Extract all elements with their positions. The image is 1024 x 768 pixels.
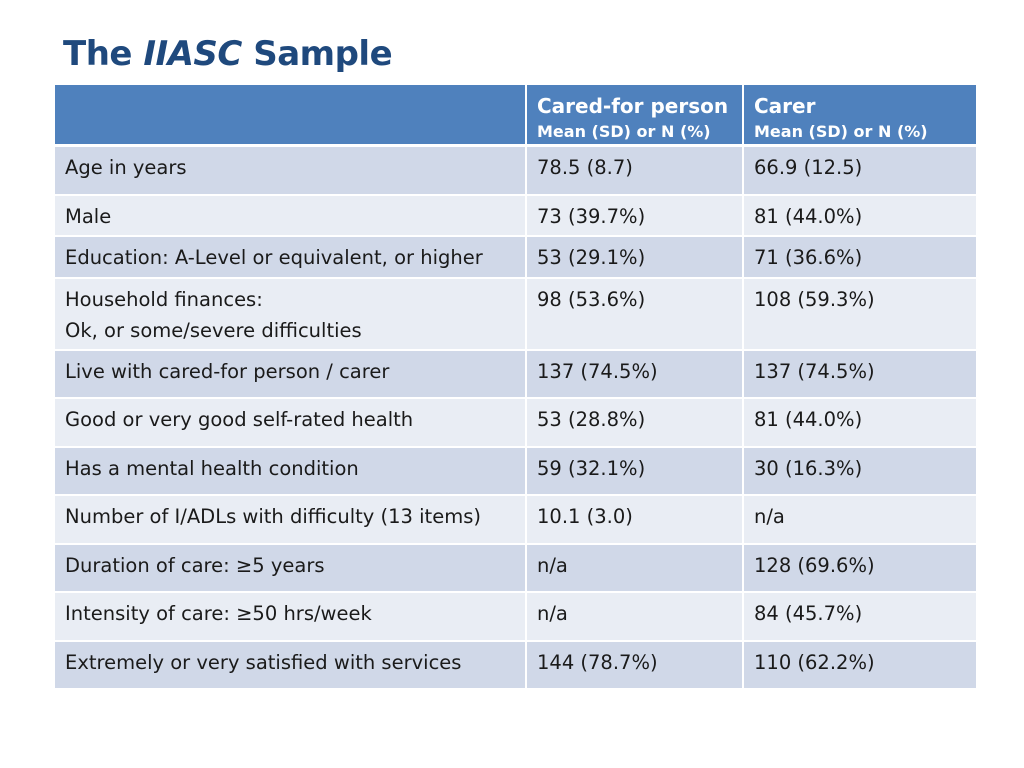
table-row: Household finances: Ok, or some/severe di…	[55, 279, 976, 351]
row-label-line: Live with cared-for person / carer	[65, 360, 390, 383]
header-carer-title: Carer	[754, 94, 816, 118]
cell-carer: 66.9 (12.5)	[744, 147, 976, 196]
cell-cared-for-person: n/a	[527, 545, 744, 593]
row-label-line: Male	[65, 205, 112, 228]
row-label: Has a mental health condition	[55, 448, 527, 496]
table-body: Age in years 78.5 (8.7) 66.9 (12.5) Male 73 …	[55, 147, 976, 690]
table-header-row: Cared-for person Mean (SD) or N (%) Care…	[55, 85, 976, 147]
header-cared-for-title: Cared-for person	[537, 94, 729, 118]
header-cared-for-subtitle: Mean (SD) or N (%)	[537, 122, 711, 141]
row-label: Extremely or very satisfied with service…	[55, 642, 527, 690]
row-label: Good or very good self-rated health	[55, 399, 527, 448]
table-row: Age in years 78.5 (8.7) 66.9 (12.5)	[55, 147, 976, 196]
cell-cared-for-person: n/a	[527, 593, 744, 642]
cell-cared-for-person: 59 (32.1%)	[527, 448, 744, 496]
table-row: Good or very good self-rated health 53 (2…	[55, 399, 976, 448]
row-label: Intensity of care: ≥50 hrs/week	[55, 593, 527, 642]
title-suffix: Sample	[253, 34, 393, 74]
title-prefix: The	[63, 34, 132, 74]
row-label-line: Good or very good self-rated health	[65, 408, 414, 431]
cell-cared-for-person: 78.5 (8.7)	[527, 147, 744, 196]
cell-carer: 71 (36.6%)	[744, 237, 976, 279]
cell-cared-for-person: 53 (29.1%)	[527, 237, 744, 279]
table-row: Male 73 (39.7%) 81 (44.0%)	[55, 196, 976, 237]
row-label: Live with cared-for person / carer	[55, 351, 527, 399]
table-row: Has a mental health condition 59 (32.1%) 3…	[55, 448, 976, 496]
cell-cared-for-person: 98 (53.6%)	[527, 279, 744, 351]
row-label: Number of I/ADLs with difficulty (13 ite…	[55, 496, 527, 545]
title-italic: IIASC	[143, 34, 242, 74]
row-label-line: Duration of care: ≥5 years	[65, 554, 325, 577]
row-label: Age in years	[55, 147, 527, 196]
cell-cared-for-person: 144 (78.7%)	[527, 642, 744, 690]
table-row: Live with cared-for person / carer 137 (7…	[55, 351, 976, 399]
cell-carer: n/a	[744, 496, 976, 545]
cell-carer: 137 (74.5%)	[744, 351, 976, 399]
header-carer-column: Carer Mean (SD) or N (%)	[744, 85, 976, 147]
row-label-line: Extremely or very satisfied with service…	[65, 651, 462, 674]
table-row: Duration of care: ≥5 years n/a 128 (69.6%)	[55, 545, 976, 593]
row-label: Duration of care: ≥5 years	[55, 545, 527, 593]
cell-cared-for-person: 53 (28.8%)	[527, 399, 744, 448]
cell-cared-for-person: 73 (39.7%)	[527, 196, 744, 237]
cell-carer: 81 (44.0%)	[744, 399, 976, 448]
row-label-line: Intensity of care: ≥50 hrs/week	[65, 602, 372, 625]
row-label-line: Has a mental health condition	[65, 457, 359, 480]
row-label-line: Education: A-Level or equivalent, or hig…	[65, 246, 483, 269]
row-label: Household finances: Ok, or some/severe di…	[55, 279, 527, 351]
slide-title: The IIASC Sample	[63, 34, 393, 74]
table-row: Intensity of care: ≥50 hrs/week n/a 84 (45…	[55, 593, 976, 642]
cell-carer: 110 (62.2%)	[744, 642, 976, 690]
cell-carer: 81 (44.0%)	[744, 196, 976, 237]
header-carer-subtitle: Mean (SD) or N (%)	[754, 122, 928, 141]
sample-table: Cared-for person Mean (SD) or N (%) Care…	[55, 85, 976, 690]
row-label-line-2: Ok, or some/severe difficulties	[65, 319, 362, 342]
row-label-line: Household finances:	[65, 288, 263, 311]
table-row: Extremely or very satisfied with service…	[55, 642, 976, 690]
row-label: Male	[55, 196, 527, 237]
cell-cared-for-person: 137 (74.5%)	[527, 351, 744, 399]
cell-carer: 30 (16.3%)	[744, 448, 976, 496]
cell-carer: 128 (69.6%)	[744, 545, 976, 593]
table-row: Number of I/ADLs with difficulty (13 ite…	[55, 496, 976, 545]
cell-cared-for-person: 10.1 (3.0)	[527, 496, 744, 545]
row-label-line: Number of I/ADLs with difficulty (13 ite…	[65, 505, 481, 528]
row-label: Education: A-Level or equivalent, or hig…	[55, 237, 527, 279]
header-cared-for-column: Cared-for person Mean (SD) or N (%)	[527, 85, 744, 147]
table-row: Education: A-Level or equivalent, or hig…	[55, 237, 976, 279]
header-label-column	[55, 85, 527, 147]
cell-carer: 108 (59.3%)	[744, 279, 976, 351]
cell-carer: 84 (45.7%)	[744, 593, 976, 642]
row-label-line: Age in years	[65, 156, 187, 179]
